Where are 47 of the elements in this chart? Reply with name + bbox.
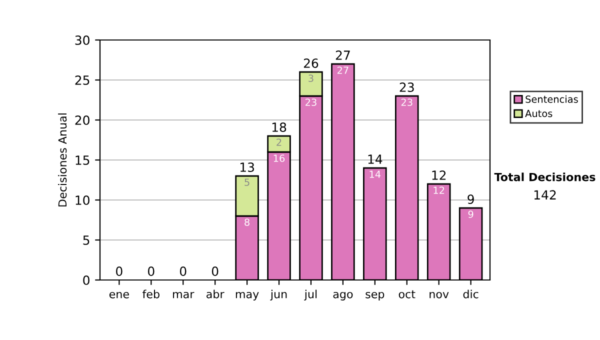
y-tick-label: 20 [75, 115, 90, 125]
x-tick-label: may [236, 292, 259, 300]
data-label: 16 [274, 154, 285, 162]
data-label: 27 [337, 66, 348, 74]
x-tick-label: oct [398, 290, 416, 298]
y-tick-label: 5 [83, 236, 90, 245]
data-label: 23 [401, 98, 412, 106]
total-label: 0 [116, 266, 122, 276]
y-tick-label: 25 [75, 75, 90, 85]
data-label: 23 [306, 98, 316, 106]
data-label: 14 [370, 170, 381, 178]
total-label: 13 [240, 162, 254, 172]
legend-label: Sentencias [526, 95, 578, 103]
data-label: 9 [468, 210, 474, 218]
total-label: 26 [304, 58, 318, 68]
x-tick-label: mar [173, 292, 194, 298]
y-tick-label: 15 [76, 156, 90, 165]
text: Total Decisiones [494, 172, 596, 182]
text: 142 [534, 190, 556, 200]
data-label: 8 [244, 218, 250, 226]
total-label: 14 [368, 154, 382, 164]
x-tick-label: ene [109, 292, 129, 298]
y-tick-label: 10 [76, 195, 90, 205]
total-label: 0 [180, 266, 186, 276]
total-label: 23 [400, 82, 414, 92]
total-label: 9 [468, 194, 474, 204]
total-label: 27 [336, 50, 350, 60]
x-tick-label: nov [430, 292, 449, 298]
x-tick-label: ago [333, 292, 353, 300]
x-tick-label: jul [304, 290, 317, 300]
x-tick-label: jun [270, 290, 287, 300]
data-label: 3 [308, 74, 314, 82]
x-tick-label: sep [366, 292, 384, 300]
x-tick-label: dic [463, 290, 478, 298]
y-axis-title: Decisiones Anual [58, 114, 67, 206]
data-label: 5 [244, 178, 250, 186]
total-label: 12 [432, 170, 446, 180]
data-label: 2 [276, 138, 282, 146]
x-tick-label: feb [142, 290, 160, 298]
y-tick-label: 0 [83, 275, 90, 285]
x-tick-label: abr [206, 290, 224, 298]
total-label: 18 [272, 122, 286, 132]
y-tick-label: 30 [75, 35, 90, 45]
legend-label: Autos [525, 110, 552, 118]
total-label: 0 [148, 266, 154, 276]
total-label: 0 [212, 266, 218, 276]
data-label: 12 [434, 186, 444, 194]
